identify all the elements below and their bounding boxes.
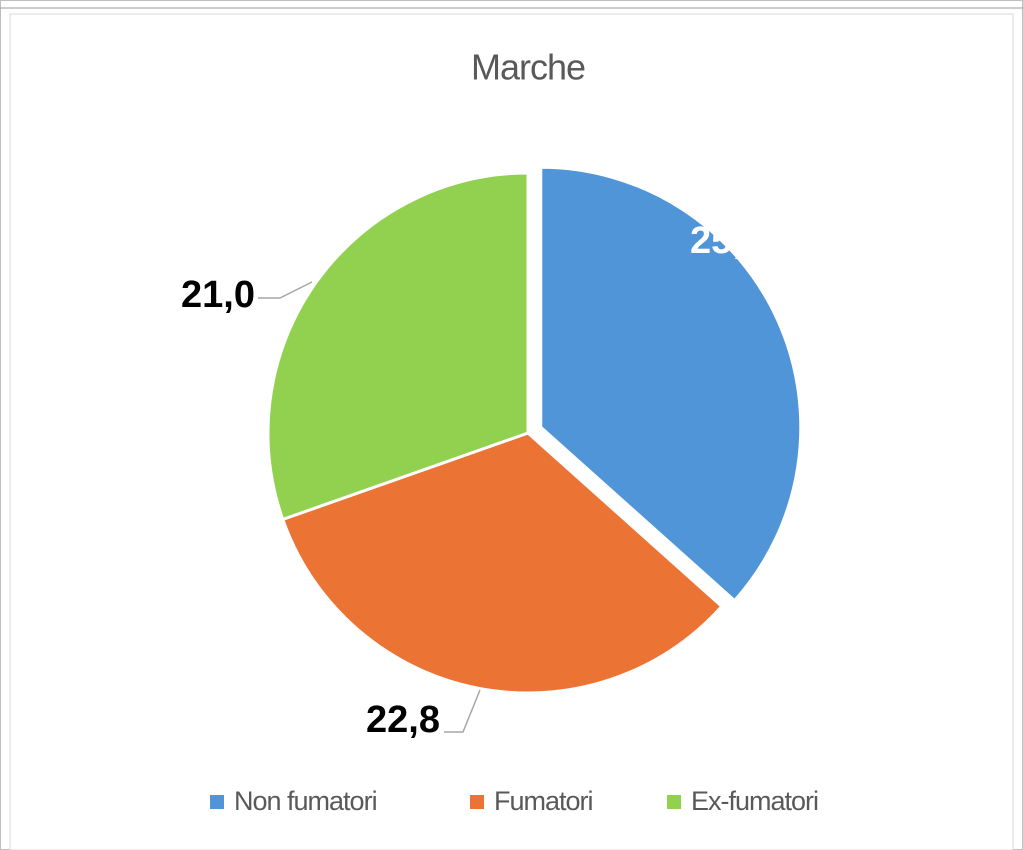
legend-label: Fumatori [494, 786, 593, 816]
legend-label: Non fumatori [234, 786, 377, 816]
legend-swatch [667, 795, 681, 809]
legend-swatch [210, 795, 224, 809]
data-label: 25,3 [690, 220, 764, 262]
data-label: 21,0 [181, 274, 255, 316]
pie-slice [539, 165, 803, 603]
pie-slice [280, 431, 724, 695]
leader-line [444, 689, 481, 733]
pie-slice [266, 171, 530, 522]
data-label: 22,8 [366, 699, 440, 741]
legend-label: Ex-fumatori [691, 786, 818, 816]
chart-title: Marche [471, 47, 585, 88]
legend-swatch [470, 795, 484, 809]
leader-line [258, 281, 313, 299]
